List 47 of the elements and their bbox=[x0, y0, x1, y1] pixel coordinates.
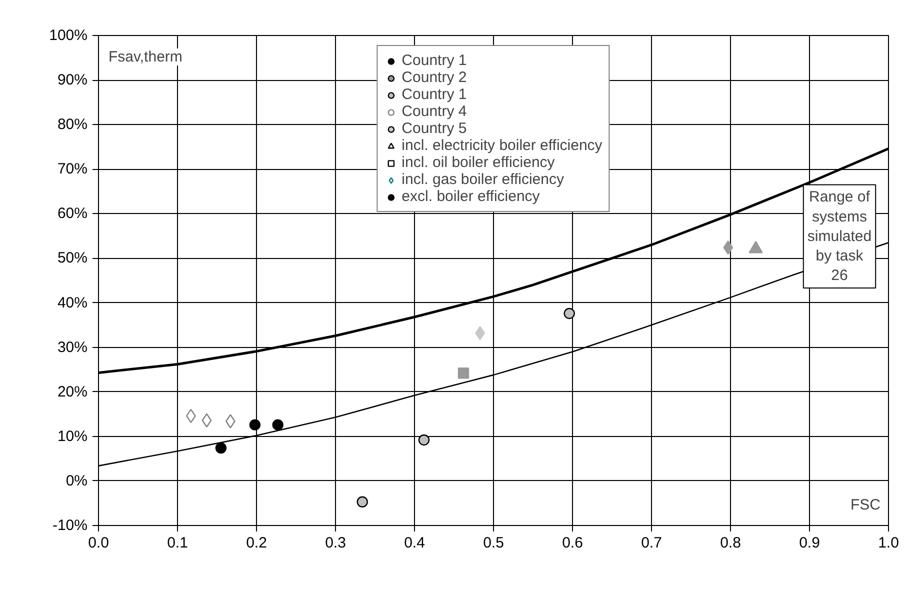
x-tick-label: 1.0 bbox=[878, 534, 899, 552]
point bbox=[215, 442, 227, 454]
point bbox=[475, 326, 486, 340]
legend-label: excl. boiler efficiency bbox=[402, 188, 540, 205]
y-tick-label: 0% bbox=[66, 472, 88, 490]
x-tick-label: 0.6 bbox=[562, 534, 583, 552]
y-tick-label: 90% bbox=[57, 72, 88, 89]
y-tick-label: 80% bbox=[57, 116, 88, 134]
y-tick-label: 50% bbox=[57, 250, 88, 267]
y-tick-label: 100% bbox=[49, 27, 88, 44]
annotation: Range of systems simulated by task 26 bbox=[807, 188, 872, 284]
x-tick-label: 0.7 bbox=[641, 534, 662, 552]
point bbox=[202, 413, 212, 428]
x-axis-title: FSC bbox=[850, 496, 881, 514]
x-tick-label: 0.5 bbox=[483, 534, 504, 552]
y-tick-label: -10% bbox=[52, 517, 88, 534]
point bbox=[272, 419, 284, 430]
y-axis-title: Fsav,therm bbox=[108, 48, 182, 66]
x-tick-label: 0.2 bbox=[246, 534, 267, 552]
x-tick-label: 0.0 bbox=[88, 534, 109, 552]
point bbox=[458, 368, 470, 379]
y-tick-label: 20% bbox=[57, 383, 88, 400]
legend-label: Country 2 bbox=[402, 69, 467, 86]
point bbox=[723, 240, 734, 255]
point bbox=[356, 496, 368, 508]
x-tick-label: 0.9 bbox=[799, 534, 820, 552]
y-tick-label: 30% bbox=[57, 338, 88, 356]
legend-label: Country 1 bbox=[402, 86, 467, 103]
legend-label: incl. gas boiler efficiency bbox=[402, 171, 564, 188]
y-tick-label: 70% bbox=[57, 160, 88, 178]
point bbox=[249, 419, 261, 430]
y-tick-label: 60% bbox=[57, 205, 88, 222]
point bbox=[564, 308, 575, 320]
legend-label: incl. oil boiler efficiency bbox=[402, 154, 555, 171]
legend-label: Country 1 bbox=[402, 52, 467, 69]
legend-label: incl. electricity boiler efficiency bbox=[402, 137, 602, 154]
y-tick-label: 40% bbox=[57, 294, 88, 312]
y-tick-label: 10% bbox=[57, 428, 88, 445]
point bbox=[418, 434, 430, 446]
x-tick-label: 0.1 bbox=[167, 534, 188, 552]
legend-label: Country 4 bbox=[402, 103, 467, 120]
x-tick-label: 0.8 bbox=[720, 534, 741, 552]
point bbox=[186, 408, 196, 424]
x-tick-label: 0.3 bbox=[325, 534, 346, 552]
x-tick-label: 0.4 bbox=[404, 534, 425, 552]
point bbox=[225, 414, 236, 428]
legend-label: Country 5 bbox=[402, 120, 467, 137]
